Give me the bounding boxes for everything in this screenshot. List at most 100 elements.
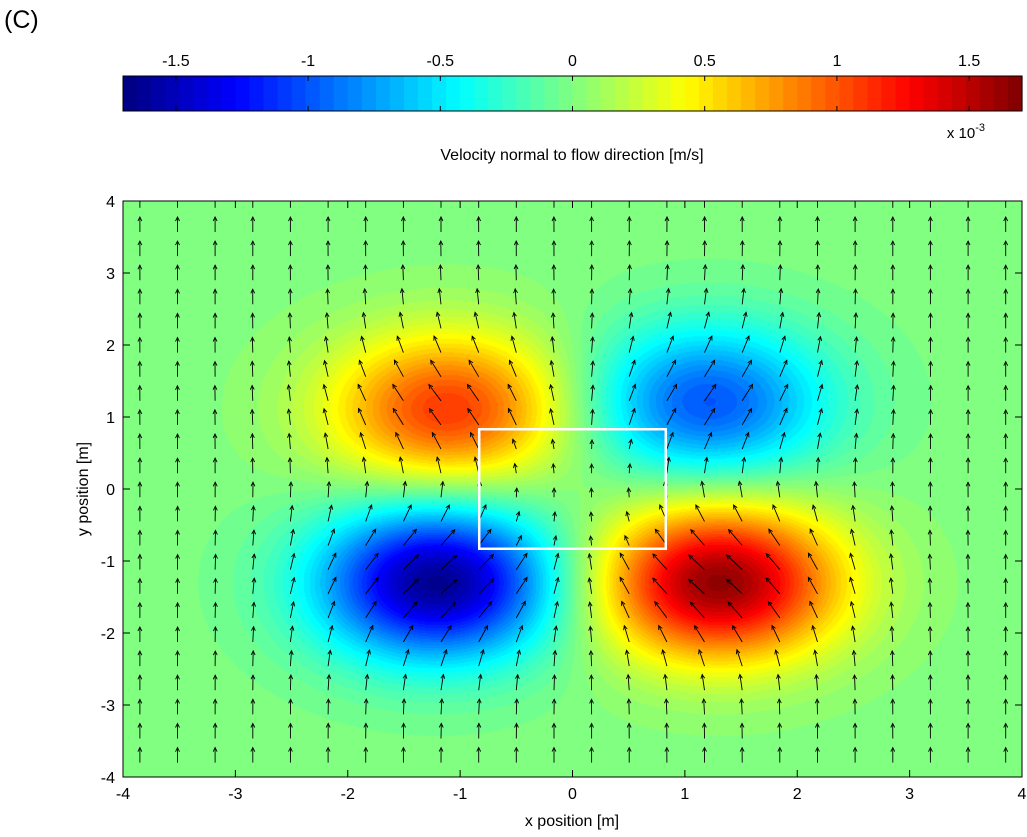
quiver-arrow-shaft [325, 336, 329, 353]
quiver-arrow-shaft [929, 554, 931, 570]
quiver-arrow-head [213, 193, 217, 197]
quiver-arrow-head [523, 576, 528, 582]
quiver-arrow-shaft [589, 626, 593, 643]
quiver-arrow [400, 239, 406, 257]
colorbar-swatch [319, 76, 335, 111]
quiver-arrow [1003, 360, 1009, 377]
quiver-arrow-head [471, 335, 476, 341]
quiver-arrow-head [765, 577, 771, 583]
quiver-arrow [927, 553, 933, 570]
quiver-arrow-shaft [476, 288, 480, 305]
quiver-arrow-shaft [252, 626, 255, 643]
quiver-arrow [175, 481, 180, 498]
quiver-arrow-head [689, 601, 695, 607]
quiver-arrow [1003, 577, 1009, 594]
quiver-arrow [440, 528, 456, 546]
quiver-arrow-shaft [251, 433, 254, 450]
quiver-arrow-head [779, 311, 785, 318]
quiver-arrow-head [965, 481, 971, 487]
quiver-arrow-shaft [929, 530, 931, 546]
quiver-arrow [702, 239, 708, 257]
quiver-arrow-head [626, 746, 632, 752]
quiver-arrow-shaft [440, 698, 443, 715]
quiver-arrow [250, 215, 256, 232]
quiver-arrow-head [669, 431, 674, 438]
quiver-arrow-shaft [590, 536, 593, 546]
quiver-arrow-shaft [817, 360, 823, 377]
quiver-arrow [362, 287, 368, 305]
quiver-arrow [435, 456, 442, 474]
quiver-arrow-head [590, 384, 596, 390]
quiver-arrow-head [212, 481, 218, 487]
quiver-arrow-shaft [478, 699, 480, 715]
quiver-arrow [430, 359, 442, 377]
quiver-arrow-head [291, 552, 296, 559]
quiver-arrow-head [815, 746, 820, 752]
quiver-arrow-head [250, 215, 256, 222]
quiver-arrow [704, 431, 713, 450]
quiver-arrow-shaft [431, 432, 442, 450]
quiver-arrow-head [1003, 601, 1009, 608]
quiver-arrow [850, 625, 856, 643]
y-tick-label: 1 [106, 410, 115, 427]
quiver-arrow-shaft [511, 336, 517, 353]
quiver-arrow-head [175, 650, 180, 656]
quiver-arrow-head [783, 383, 789, 389]
quiver-arrow-shaft [591, 337, 594, 353]
quiver-arrow [365, 648, 371, 667]
quiver-arrow-shaft [817, 433, 821, 450]
quiver-arrow-head [853, 312, 859, 318]
quiver-arrow [513, 287, 518, 305]
quiver-arrow-head [816, 311, 822, 318]
quiver-arrow-head [287, 264, 293, 270]
quiver-arrow-head [212, 336, 218, 342]
quiver-arrow-head [250, 649, 256, 656]
quiver-arrow-shaft [807, 577, 818, 595]
quiver-arrow-shaft [704, 457, 708, 474]
quiver-arrow-shaft [849, 577, 856, 594]
quiver-arrow-head [400, 239, 406, 246]
quiver-arrow-head [288, 240, 293, 246]
quiver-arrow-shaft [704, 360, 715, 377]
quiver-arrow-head [928, 312, 933, 318]
quiver-arrow [852, 215, 858, 232]
quiver-arrow [549, 359, 555, 377]
quiver-arrow-shaft [403, 529, 417, 546]
quiver-arrow [175, 577, 181, 594]
quiver-arrow-head [652, 553, 658, 559]
quiver-arrow-head [324, 311, 330, 318]
quiver-arrow-shaft [815, 481, 818, 498]
quiver-arrow-shaft [440, 529, 456, 546]
quiver-arrow [739, 239, 745, 257]
quiver-arrow-shaft [365, 481, 368, 498]
quiver-arrow [478, 648, 485, 667]
quiver-arrow-shaft [365, 504, 373, 522]
quiver-arrow-head [1003, 625, 1009, 632]
quiver-arrow-head [890, 481, 895, 487]
quiver-arrow-head [705, 311, 711, 317]
quiver-arrow [289, 552, 296, 570]
quiver-arrow [851, 504, 856, 522]
quiver-arrow [551, 215, 557, 233]
quiver-arrow-head [626, 486, 632, 493]
x-tick-label: -4 [116, 786, 130, 803]
quiver-arrow [250, 288, 256, 305]
quiver-arrow [779, 431, 786, 450]
quiver-arrow-head [890, 722, 896, 728]
quiver-arrow-head [213, 601, 218, 607]
quiver-arrow [688, 554, 705, 570]
quiver-arrow [249, 408, 255, 425]
colorbar-swatch [516, 76, 531, 111]
quiver-arrow [212, 288, 218, 305]
quiver-arrow-head [927, 649, 933, 656]
quiver-arrow [1003, 215, 1009, 232]
quiver-arrow-shaft [775, 649, 781, 667]
quiver-arrow-shaft [778, 699, 781, 715]
quiver-arrow-head [741, 287, 746, 294]
quiver-arrow [550, 438, 556, 450]
quiver-arrow [326, 673, 332, 691]
quiver-arrow [552, 534, 558, 546]
quiver-arrow-head [890, 288, 896, 294]
quiver-arrow-shaft [588, 553, 593, 570]
quiver-arrow [327, 600, 336, 619]
